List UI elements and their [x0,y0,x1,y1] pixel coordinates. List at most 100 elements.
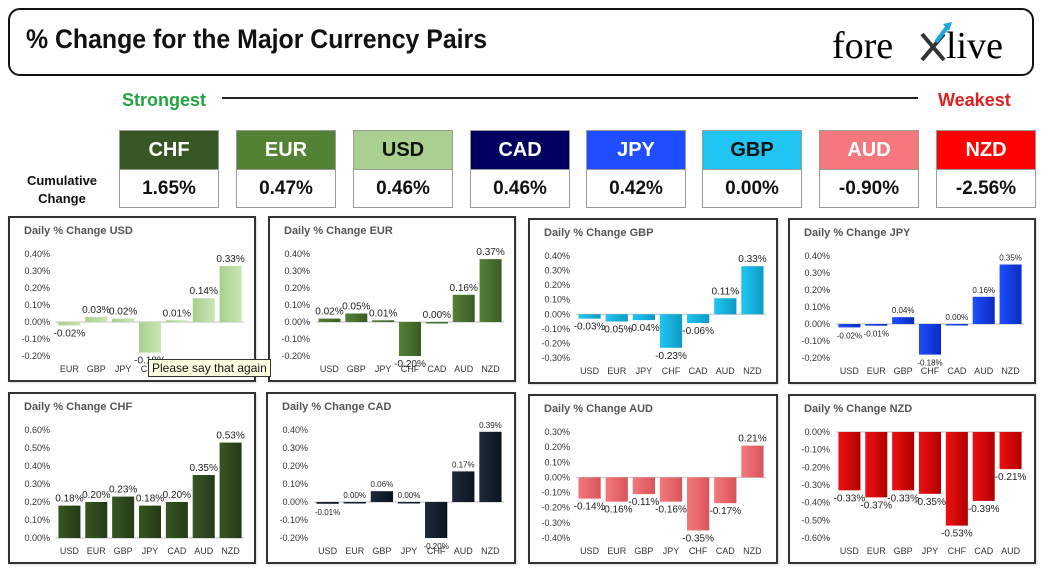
chart-panel-aud: Daily % Change AUD 0.30% 0.20% 0.10% 0.00% -0… [528,394,778,564]
y-tick-label: -0.60% [801,533,830,543]
y-tick-label: 0.00% [544,472,570,482]
bar-gbp [632,477,655,495]
bar-usd [578,477,601,499]
y-tick-label: -0.20% [801,353,830,363]
bar-cad [972,432,995,501]
bar-eur [58,322,81,326]
y-tick-label: 0.10% [804,302,830,312]
category-label: CHF [921,366,940,376]
chart-title: Daily % Change AUD [544,403,653,415]
data-label: 0.35% [190,463,218,474]
category-label: CAD [716,546,736,556]
bar-nzd [219,265,242,322]
y-tick-label: -0.20% [541,503,570,513]
chart-panel-cad: Daily % Change CAD 0.40% 0.30% 0.20% 0.10% 0.… [266,392,516,564]
y-tick-label: 0.10% [24,300,50,310]
bar-chf [659,314,683,348]
logo-text-left: fore [832,25,893,66]
tile-currency-label: CHF [120,131,218,170]
data-label: -0.37% [860,500,892,511]
data-label: 0.04% [892,306,915,315]
category-label: AUD [194,546,214,556]
data-label: 0.20% [163,490,191,501]
category-label: NZD [743,366,762,376]
y-tick-label: -0.10% [279,515,308,525]
category-label: EUR [607,546,627,556]
data-label: -0.23% [655,351,687,362]
category-label: EUR [607,366,627,376]
tile-currency-label: NZD [937,131,1035,170]
chart-chf: Daily % Change CHF 0.60% 0.50% 0.40% 0.30% 0.… [24,401,245,556]
bar-cad [714,477,737,504]
category-label: GBP [372,546,391,556]
y-tick-label: -0.10% [21,334,50,344]
data-label: 0.00% [343,491,366,500]
data-label: -0.16% [655,505,687,516]
tile-cumulative-value: 0.46% [376,178,430,199]
y-tick-label: -0.20% [279,533,308,543]
bar-aud [452,471,475,502]
bar-aud [192,475,215,538]
bar-jpy [632,314,655,321]
chart-title: Daily % Change CAD [282,401,391,413]
tile-currency-label: JPY [587,131,685,170]
bar-nzd [741,266,764,315]
bar-usd [58,505,81,538]
bar-nzd [479,431,502,502]
y-tick-label: -0.40% [801,498,830,508]
chart-title: Daily % Change USD [24,225,133,237]
y-tick-label: 0.40% [544,251,570,261]
chart-title: Daily % Change NZD [804,403,912,415]
bar-jpy [112,318,135,322]
category-label: CHF [401,364,420,374]
bar-eur [605,314,628,322]
chart-panel-chf: Daily % Change CHF 0.60% 0.50% 0.40% 0.30% 0.… [8,392,256,564]
category-label: NZD [1001,366,1020,376]
data-label: -0.02% [54,328,86,339]
category-label: CAD [689,366,709,376]
data-label: -0.21% [995,472,1027,483]
logo-text-right: live [946,25,1003,66]
category-label: USD [580,366,600,376]
y-tick-label: -0.10% [541,488,570,498]
y-tick-label: -0.10% [541,324,570,334]
bar-gbp [892,432,915,491]
y-tick-label: 0.30% [24,479,50,489]
strongest-label: Strongest [122,90,207,110]
data-label: 0.18% [136,494,164,505]
bar-usd [838,324,861,328]
category-label: JPY [142,546,159,556]
data-label: 0.06% [371,480,394,489]
category-label: USD [840,546,860,556]
category-label: USD [60,546,80,556]
logo-x-icon [920,22,952,62]
category-label: CHF [948,546,967,556]
chart-title: Daily % Change EUR [284,225,393,237]
y-tick-label: 0.40% [284,249,310,259]
chart-eur: Daily % Change EUR 0.40% 0.30% 0.20% 0.10% 0.… [281,225,504,374]
y-tick-label: -0.10% [281,334,310,344]
y-tick-label: 0.00% [24,533,50,543]
bar-nzd [479,259,502,322]
category-label: NZD [743,546,762,556]
data-label: -0.11% [628,497,659,508]
data-label: 0.18% [55,494,83,505]
y-tick-label: 0.20% [544,442,570,452]
data-label: 0.37% [476,247,504,258]
data-label: -0.35% [682,533,714,544]
data-label: 0.23% [109,485,137,496]
tile-cumulative-value: 0.47% [259,178,313,199]
chart-panel-nzd: Daily % Change NZD 0.00% -0.10% -0.20% -0.30… [788,394,1036,564]
y-tick-label: -0.10% [801,445,830,455]
data-label: 0.16% [450,283,478,294]
bar-gbp [892,317,915,324]
y-tick-label: -0.20% [801,462,830,472]
header-banner: % Change for the Major Currency Pairs fo… [8,8,1034,76]
bar-eur [85,502,108,538]
category-label: CAD [427,364,447,374]
data-label: 0.00% [423,310,451,321]
data-label: -0.01% [315,508,340,517]
y-tick-label: 0.00% [282,497,308,507]
bar-chf [138,322,162,353]
currency-tile-chf: CHF 1.65% [119,130,219,208]
